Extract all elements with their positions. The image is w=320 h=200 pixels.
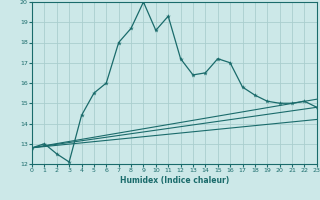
X-axis label: Humidex (Indice chaleur): Humidex (Indice chaleur)	[120, 176, 229, 185]
